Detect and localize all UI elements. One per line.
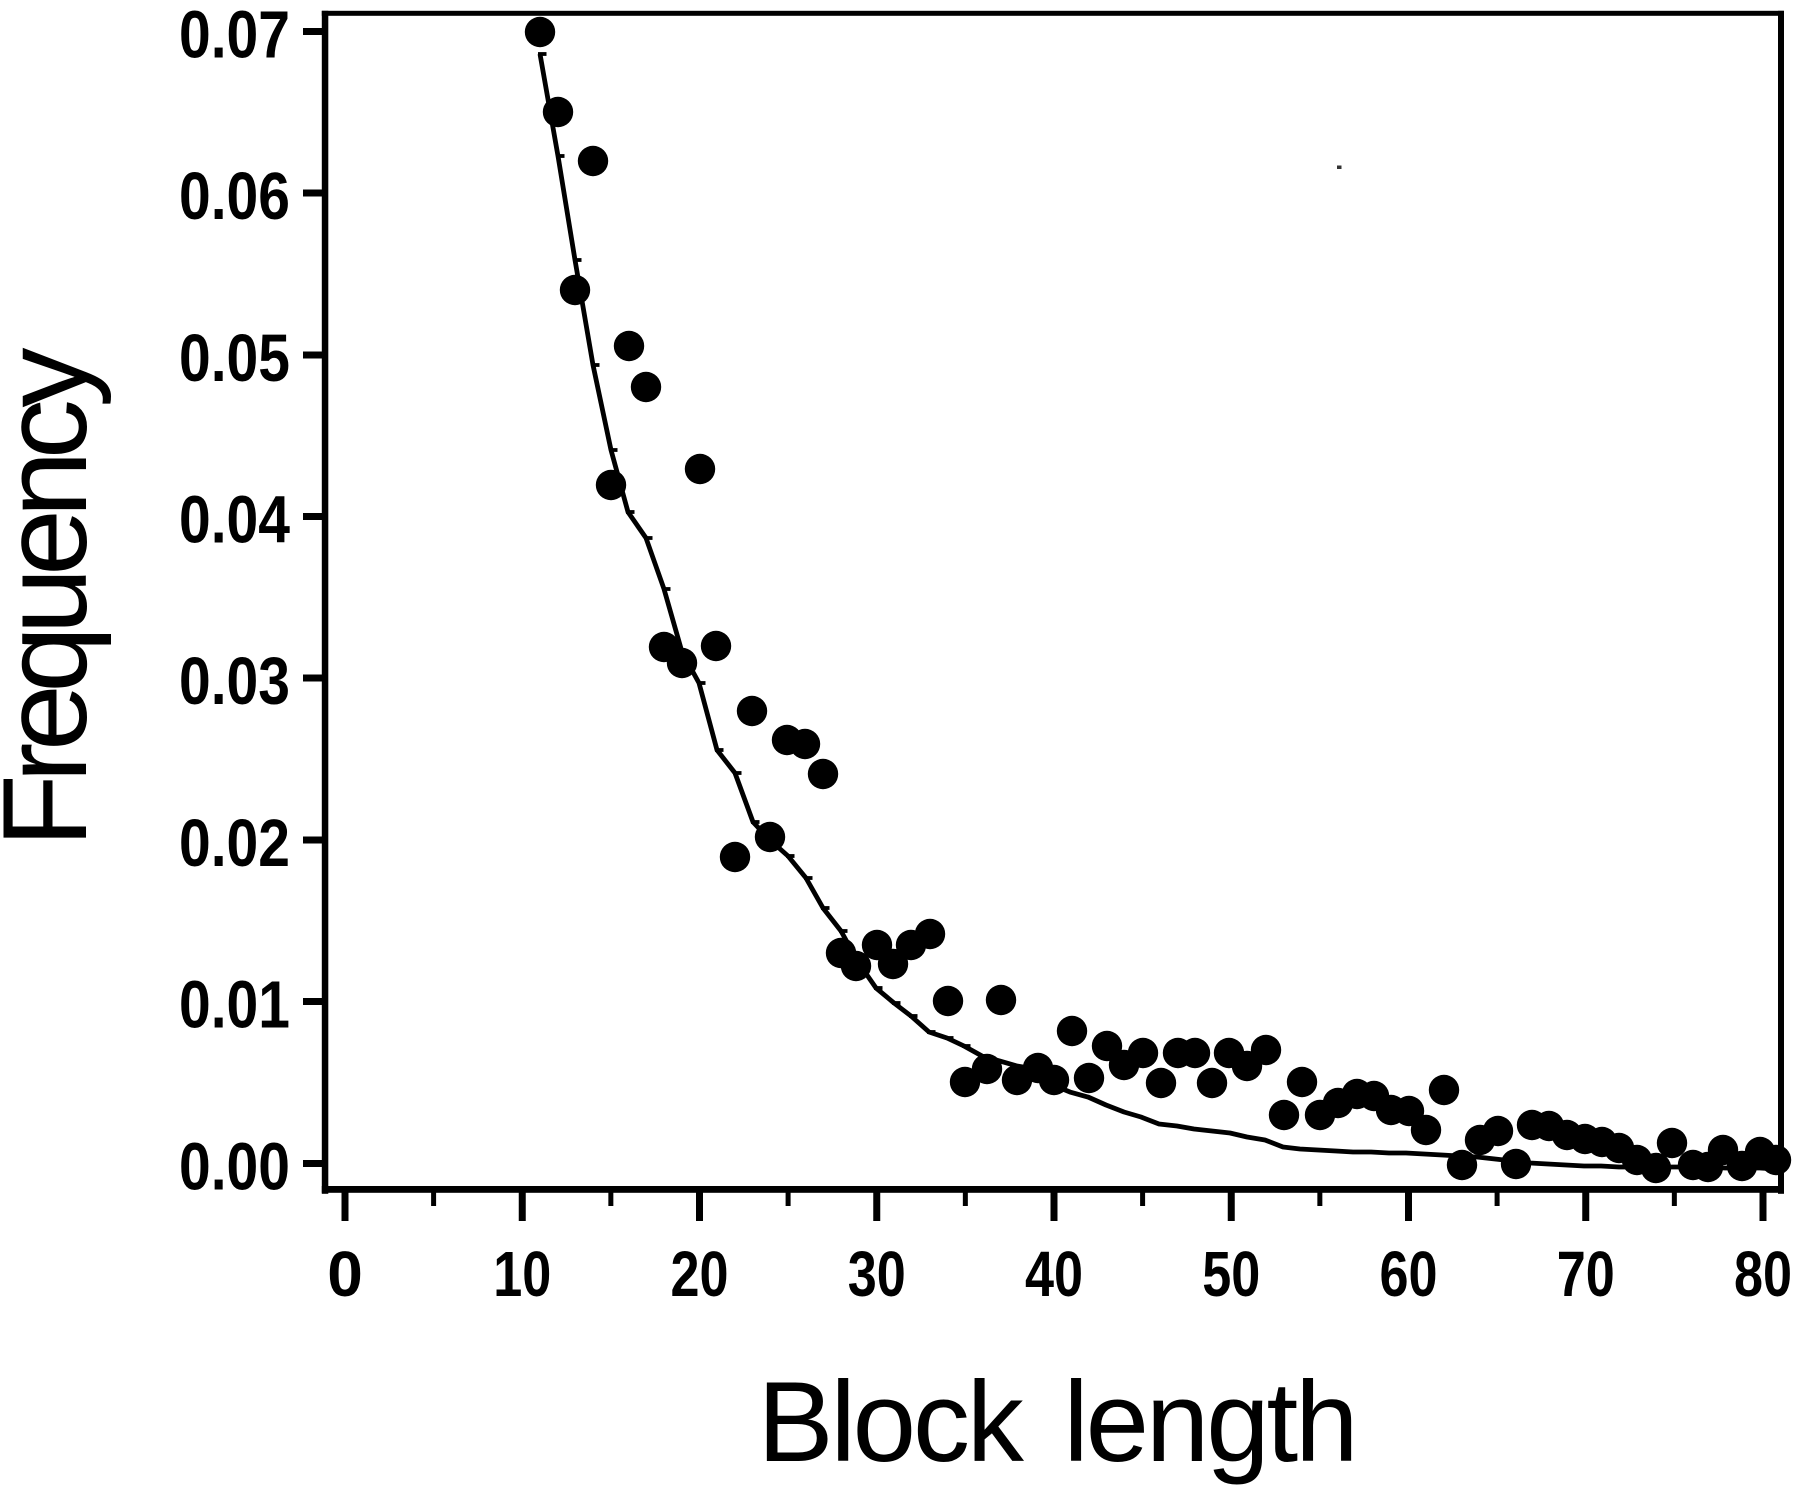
svg-text:0: 0 — [327, 1238, 363, 1310]
svg-text:0.04: 0.04 — [179, 483, 290, 558]
svg-text:40: 40 — [1025, 1238, 1083, 1310]
svg-text:0.05: 0.05 — [179, 321, 290, 396]
svg-text:50: 50 — [1202, 1238, 1260, 1310]
svg-text:0.06: 0.06 — [179, 159, 290, 234]
svg-text:0.03: 0.03 — [179, 644, 290, 719]
svg-text:0.00: 0.00 — [179, 1130, 290, 1205]
svg-text:20: 20 — [671, 1238, 729, 1310]
svg-text:Frequency: Frequency — [0, 348, 112, 848]
svg-text:80: 80 — [1734, 1238, 1792, 1310]
svg-text:0.01: 0.01 — [179, 968, 290, 1043]
svg-text:60: 60 — [1380, 1238, 1438, 1310]
svg-text:Block length: Block length — [758, 1359, 1359, 1486]
svg-text:30: 30 — [848, 1238, 906, 1310]
svg-text:0.02: 0.02 — [179, 806, 290, 881]
svg-text:70: 70 — [1557, 1238, 1615, 1310]
svg-text:10: 10 — [493, 1238, 551, 1310]
svg-text:0.07: 0.07 — [179, 0, 290, 73]
